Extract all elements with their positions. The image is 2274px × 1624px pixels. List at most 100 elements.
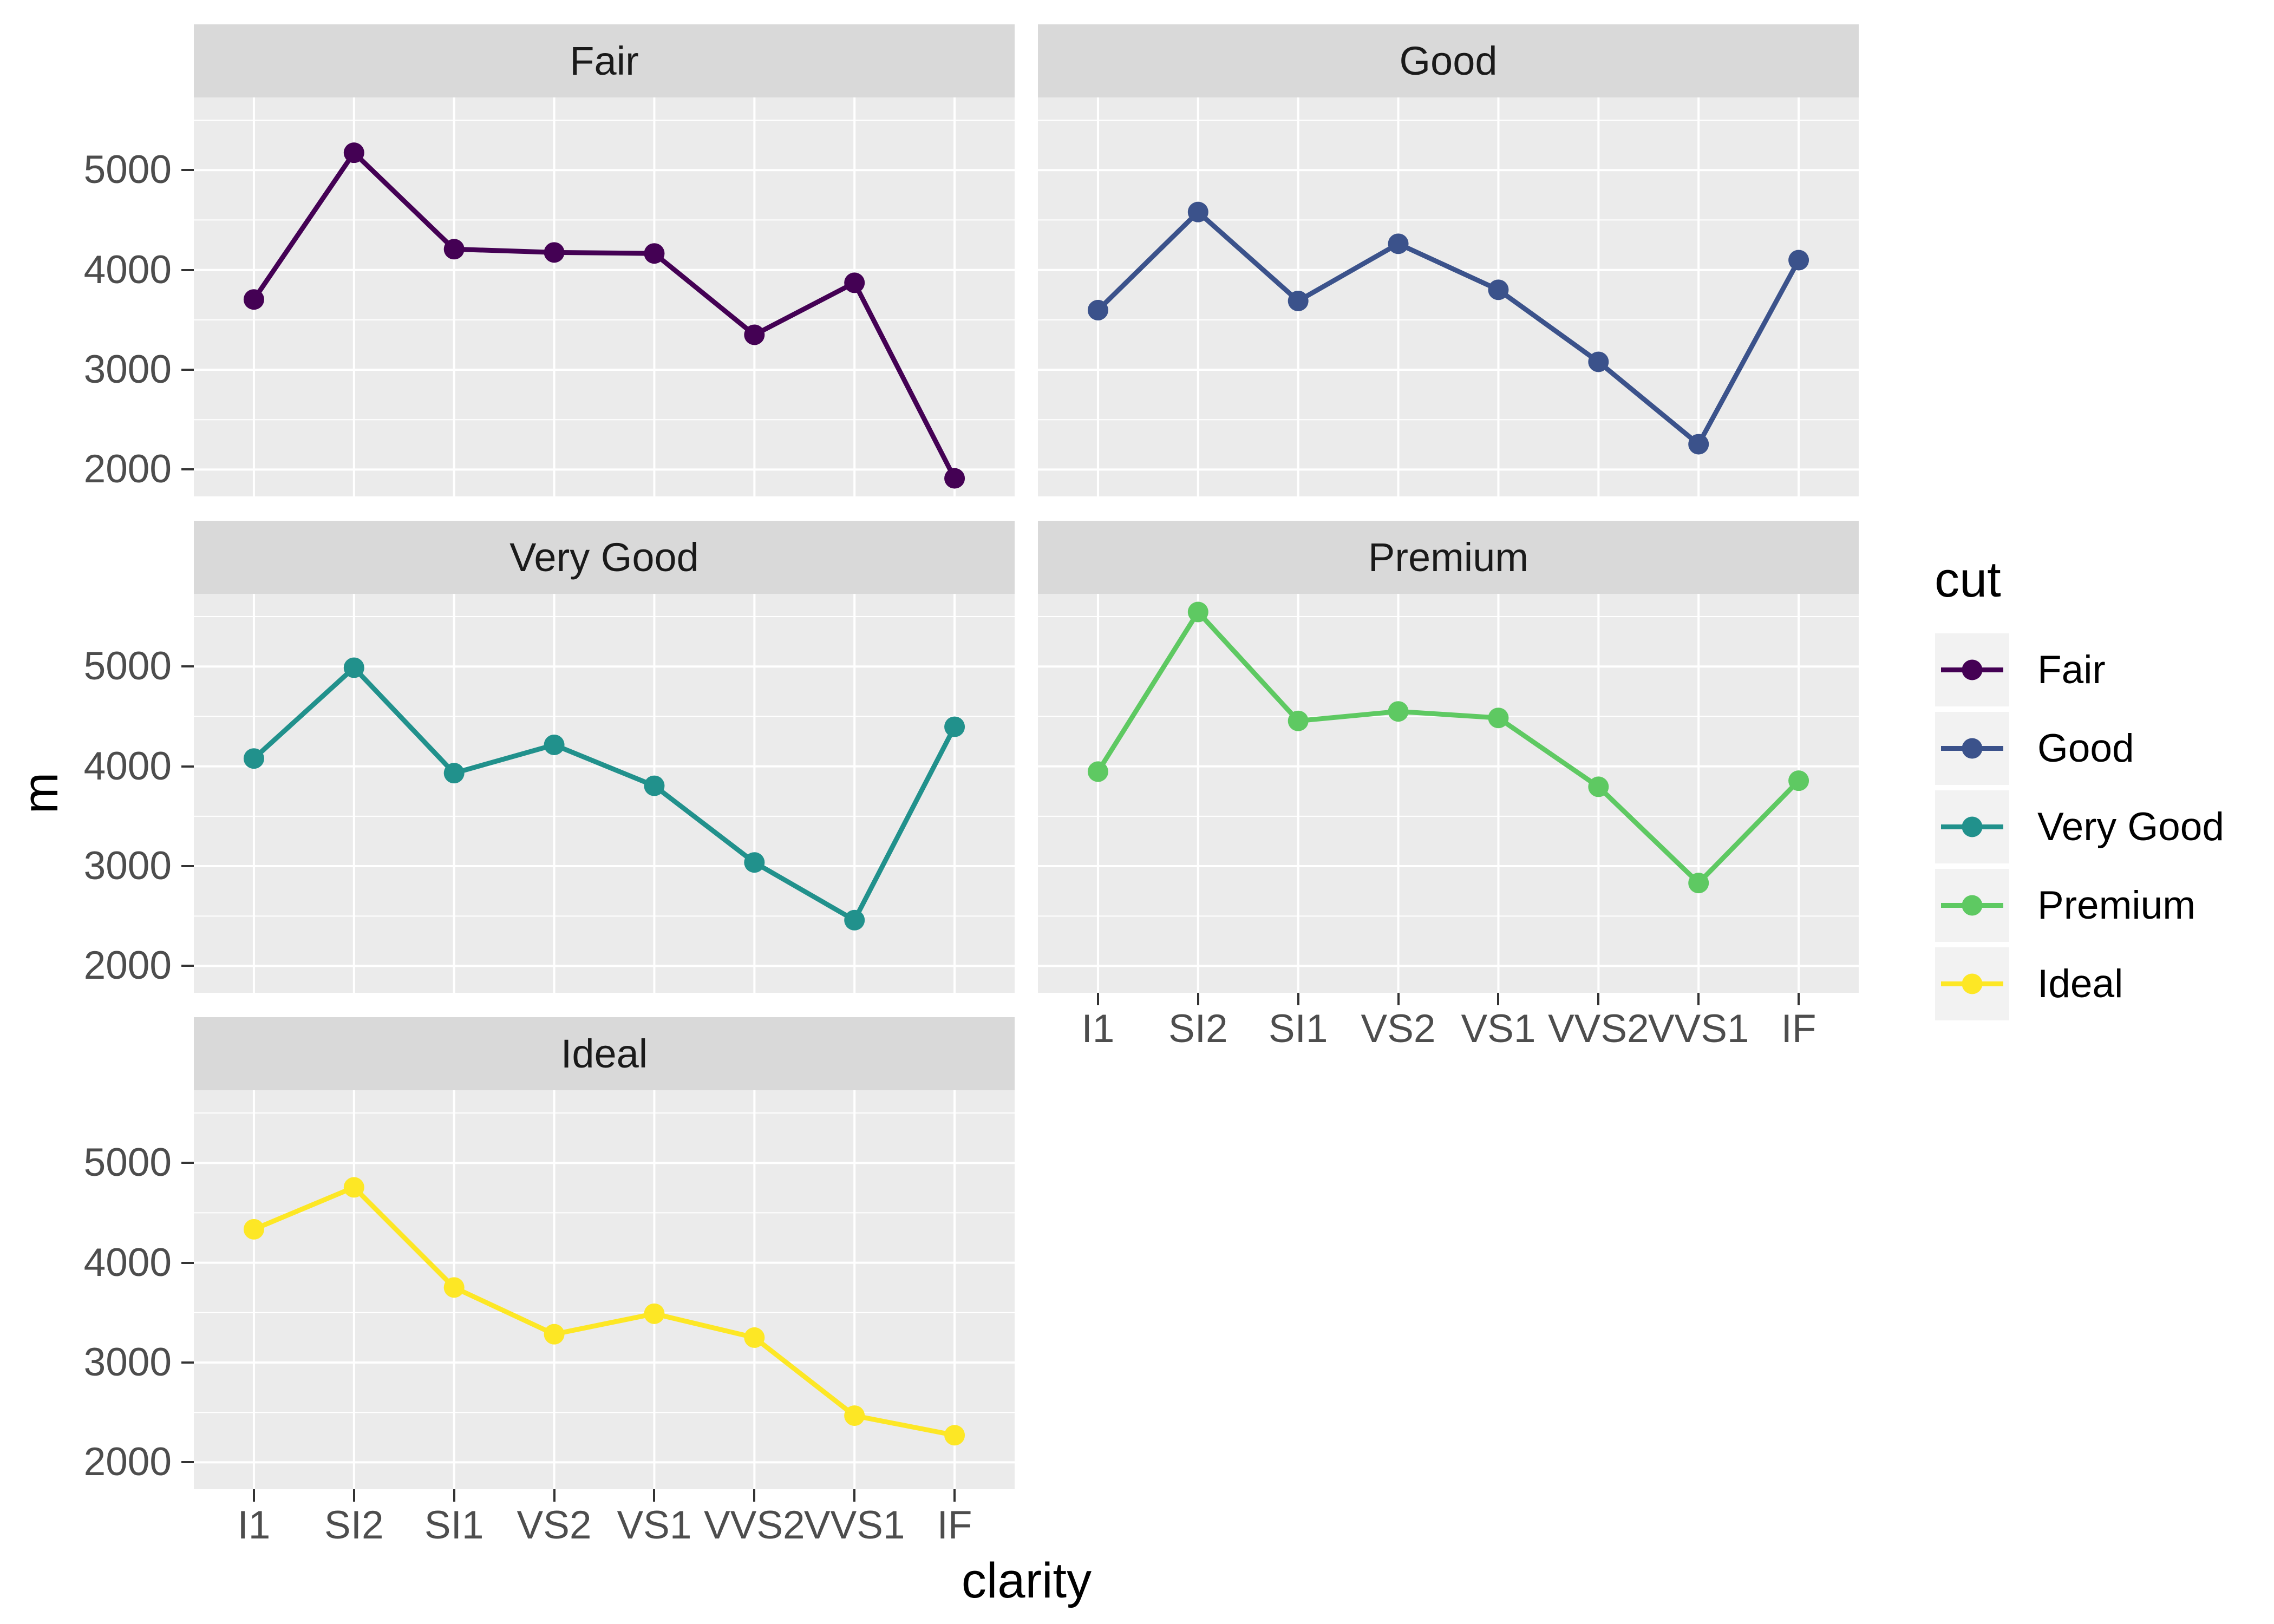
- data-point-premium-SI2: [1187, 601, 1208, 623]
- y-tick-label: 5000: [83, 1141, 172, 1185]
- x-tick-mark: [1096, 993, 1099, 1005]
- x-tick-mark: [653, 1489, 656, 1502]
- x-tick-mark: [1397, 993, 1400, 1005]
- x-tick-label-I1: I1: [1081, 1007, 1115, 1051]
- facet-panel-very-good: [194, 594, 1015, 993]
- legend-point-good: [1962, 738, 1983, 759]
- data-point-premium-VVS1: [1688, 873, 1709, 894]
- x-tick-mark: [453, 1489, 455, 1502]
- facet-panel-fair: [194, 97, 1015, 496]
- data-point-good-VS1: [1488, 279, 1509, 300]
- legend-label-fair: Fair: [2037, 647, 2106, 692]
- x-axis-title: clarity: [961, 1553, 1092, 1608]
- data-point-ideal-I1: [243, 1219, 264, 1240]
- legend-key-ideal: [1935, 947, 2009, 1020]
- legend-title: cut: [1935, 552, 2001, 607]
- data-point-premium-I1: [1087, 761, 1108, 782]
- data-point-very-good-IF: [944, 716, 965, 737]
- x-tick-label-VVS2: VVS2: [1547, 1007, 1649, 1051]
- facet-panel-premium: [1038, 594, 1859, 993]
- data-point-fair-SI1: [443, 239, 465, 260]
- y-tick-mark: [181, 665, 194, 668]
- legend-point-premium: [1962, 895, 1983, 916]
- y-tick-label: 5000: [83, 148, 172, 192]
- data-point-fair-VS2: [544, 242, 565, 263]
- y-tick-label: 4000: [83, 247, 172, 292]
- x-tick-label-VS1: VS1: [617, 1503, 692, 1547]
- y-tick-label: 3000: [83, 844, 172, 888]
- data-point-premium-VS1: [1488, 708, 1509, 729]
- y-tick-label: 2000: [83, 447, 172, 492]
- facet-panel-ideal: [194, 1090, 1015, 1489]
- data-point-very-good-VVS1: [844, 909, 865, 931]
- x-tick-mark: [1798, 993, 1800, 1005]
- data-point-ideal-VVS2: [744, 1327, 765, 1348]
- legend-glyph-premium: [1941, 895, 2003, 916]
- x-tick-label-VS2: VS2: [517, 1503, 592, 1547]
- x-tick-mark: [1297, 993, 1299, 1005]
- data-point-premium-VVS2: [1588, 776, 1609, 797]
- legend-point-fair: [1962, 659, 1983, 680]
- data-point-very-good-SI2: [343, 657, 364, 678]
- data-point-good-SI1: [1288, 290, 1309, 311]
- y-tick-label: 4000: [83, 1240, 172, 1285]
- series-line-very-good: [252, 664, 957, 924]
- x-tick-label-I1: I1: [237, 1503, 271, 1547]
- data-point-very-good-VVS2: [744, 852, 765, 873]
- facet-strip-ideal: Ideal: [194, 1017, 1015, 1090]
- y-tick-mark: [181, 1162, 194, 1164]
- legend-label-very-good: Very Good: [2037, 804, 2224, 849]
- facet-strip-good: Good: [1038, 24, 1859, 97]
- y-tick-mark: [181, 1461, 194, 1464]
- data-point-very-good-I1: [243, 748, 264, 769]
- data-point-ideal-VS1: [644, 1303, 665, 1324]
- x-tick-label-SI1: SI1: [424, 1503, 484, 1547]
- legend-key-very-good: [1935, 790, 2009, 863]
- x-tick-mark: [1197, 993, 1199, 1005]
- legend-label-ideal: Ideal: [2037, 961, 2123, 1006]
- data-point-ideal-SI1: [443, 1277, 465, 1298]
- legend-label-good: Good: [2037, 726, 2134, 770]
- legend-glyph-ideal: [1941, 973, 2003, 994]
- data-point-very-good-VS1: [644, 775, 665, 796]
- facet-strip-fair: Fair: [194, 24, 1015, 97]
- facet-strip-very-good: Very Good: [194, 521, 1015, 594]
- legend-glyph-very-good: [1941, 816, 2003, 837]
- y-tick-mark: [181, 468, 194, 471]
- y-tick-mark: [181, 1361, 194, 1364]
- facet-panel-good: [1038, 97, 1859, 496]
- data-point-very-good-VS2: [544, 734, 565, 755]
- data-point-good-IF: [1788, 250, 1809, 271]
- facet-title-premium: Premium: [1368, 534, 1529, 580]
- data-point-fair-VS1: [644, 243, 665, 264]
- y-tick-mark: [181, 965, 194, 967]
- facet-title-very-good: Very Good: [509, 534, 699, 580]
- legend-glyph-good: [1941, 738, 2003, 759]
- x-tick-mark: [352, 1489, 355, 1502]
- series-line-ideal: [253, 1184, 955, 1438]
- data-point-good-VS2: [1388, 233, 1409, 254]
- data-point-premium-VS2: [1388, 701, 1409, 722]
- x-tick-label-VVS1: VVS1: [803, 1503, 905, 1547]
- y-tick-label: 4000: [83, 744, 172, 788]
- series-line-fair: [252, 149, 957, 480]
- data-point-fair-VVS1: [844, 272, 865, 293]
- data-point-ideal-IF: [944, 1425, 965, 1446]
- x-tick-mark: [252, 1489, 255, 1502]
- x-tick-mark: [1497, 993, 1500, 1005]
- x-tick-mark: [1697, 993, 1700, 1005]
- x-tick-label-VS1: VS1: [1461, 1007, 1536, 1051]
- x-tick-label-SI1: SI1: [1268, 1007, 1328, 1051]
- x-tick-label-VS2: VS2: [1361, 1007, 1436, 1051]
- x-tick-mark: [553, 1489, 556, 1502]
- y-tick-mark: [181, 269, 194, 271]
- data-point-ideal-VS2: [544, 1324, 565, 1345]
- x-tick-mark: [1597, 993, 1600, 1005]
- data-point-good-VVS1: [1688, 434, 1709, 455]
- legend-key-premium: [1935, 869, 2009, 942]
- x-tick-label-SI2: SI2: [1168, 1007, 1228, 1051]
- data-point-ideal-VVS1: [844, 1405, 865, 1426]
- data-point-fair-IF: [944, 468, 965, 489]
- y-tick-mark: [181, 369, 194, 371]
